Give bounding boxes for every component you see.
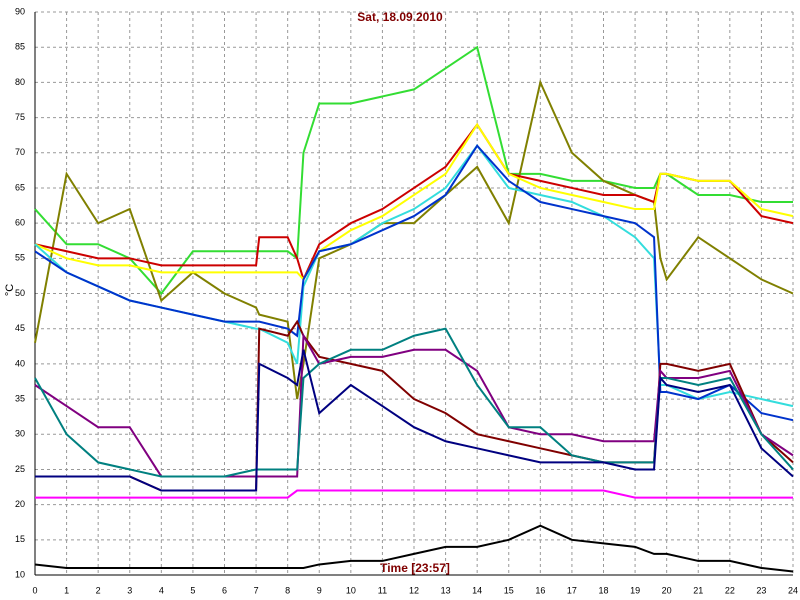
y-tick-label: 45 [15,323,25,333]
y-tick-label: 65 [15,182,25,192]
x-tick-label: 10 [346,585,356,595]
x-tick-label: 16 [535,585,545,595]
y-tick-label: 75 [15,112,25,122]
x-tick-label: 9 [317,585,322,595]
y-tick-label: 90 [15,6,25,16]
y-tick-label: 70 [15,147,25,157]
x-tick-label: 7 [254,585,259,595]
x-tick-label: 12 [409,585,419,595]
y-tick-label: 85 [15,42,25,52]
x-tick-label: 1 [64,585,69,595]
x-tick-label: 19 [630,585,640,595]
x-tick-label: 3 [127,585,132,595]
x-tick-label: 2 [96,585,101,595]
series-line [34,144,794,422]
x-tick-label: 8 [285,585,290,595]
x-axis-label: Time [23:57] [380,561,450,575]
x-tick-label: 20 [662,585,672,595]
x-tick-label: 13 [441,585,451,595]
x-tick-label: 11 [378,585,387,595]
y-tick-label: 60 [15,218,25,228]
x-tick-label: 22 [725,585,735,595]
y-axis-label: °C [4,284,16,296]
chart-title: Sat, 18.09.2010 [357,10,443,24]
y-tick-label: 15 [15,534,25,544]
y-tick-label: 50 [15,288,25,298]
x-tick-label: 5 [190,585,195,595]
y-tick-label: 80 [15,77,25,87]
y-tick-label: 35 [15,393,25,403]
x-tick-label: 6 [222,585,227,595]
x-tick-label: 21 [693,585,703,595]
x-tick-label: 18 [598,585,608,595]
x-tick-label: 4 [159,585,164,595]
series-line [34,122,794,282]
x-tick-label: 14 [472,585,482,595]
y-tick-label: 30 [15,429,25,439]
x-tick-label: 23 [756,585,766,595]
y-tick-label: 55 [15,253,25,263]
x-tick-label: 24 [788,585,798,595]
x-tick-label: 15 [504,585,514,595]
y-tick-label: 25 [15,464,25,474]
x-tick-label: 17 [567,585,577,595]
y-tick-label: 40 [15,358,25,368]
series-line [34,524,794,573]
y-tick-label: 10 [15,569,25,579]
y-tick-label: 20 [15,499,25,509]
series-line [35,349,794,492]
x-tick-label: 0 [32,585,37,595]
series-line [35,489,793,499]
